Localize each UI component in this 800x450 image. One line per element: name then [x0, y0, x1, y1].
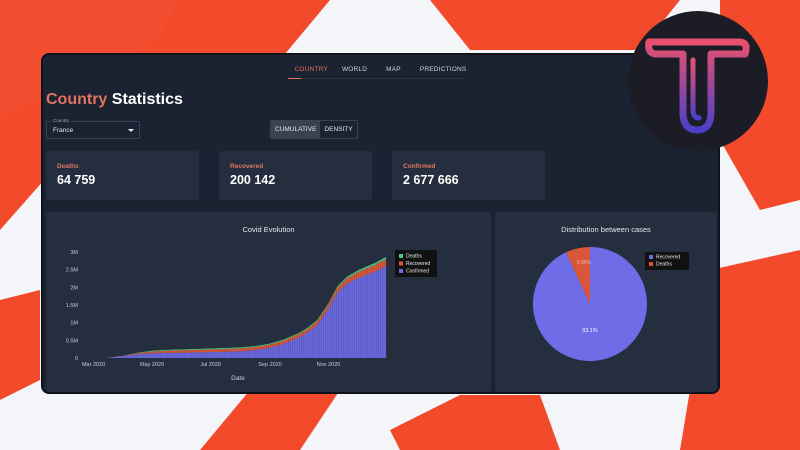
pie-label-recovered: 93.1% [582, 328, 598, 334]
area-mask [84, 242, 388, 358]
page-title-rest: Statistics [111, 91, 183, 108]
dashboard-window: COUNTRY WORLD MAP PREDICTIONS Country St… [41, 53, 720, 394]
stat-card-deaths: Deaths 64 759 [46, 151, 199, 200]
page-title-accent: Country [46, 91, 108, 108]
legend-swatch [649, 262, 653, 266]
tab-world[interactable]: WORLD [341, 66, 368, 73]
tab-country[interactable]: COUNTRY [287, 55, 335, 79]
x-tick-label: Nov 2020 [317, 362, 341, 368]
legend-swatch [399, 261, 403, 266]
legend-swatch [649, 255, 653, 259]
pie-label-deaths: 6.96% [577, 260, 592, 266]
country-select-value: France [53, 127, 74, 134]
view-toggle: CUMULATIVE DENSITY [270, 120, 358, 139]
tab-map[interactable]: MAP [386, 66, 401, 73]
distribution-chart-title: Distribution between cases [561, 225, 651, 234]
pie-slice-deaths [566, 247, 590, 304]
stat-label: Confirmed [403, 163, 436, 170]
stat-card-recovered: Recovered 200 142 [219, 151, 372, 200]
y-tick-label: 0.5M [66, 338, 79, 344]
chevron-down-icon[interactable] [128, 129, 134, 132]
legend-swatch [399, 269, 403, 273]
y-tick-label: 2.5M [66, 268, 79, 274]
legend-entry: Recovered [656, 255, 680, 261]
stat-label: Recovered [230, 163, 264, 170]
evolution-chart-title: Covid Evolution [242, 225, 295, 234]
toggle-cumulative[interactable]: CUMULATIVE [271, 121, 321, 138]
series-confirmed-area [88, 266, 387, 358]
nav-divider [301, 78, 464, 79]
legend-swatch [399, 254, 403, 258]
y-tick-label: 1.5M [66, 303, 79, 309]
stat-card-confirmed: Confirmed 2 677 666 [392, 151, 545, 200]
stat-value: 2 677 666 [403, 173, 459, 187]
x-tick-label: Sep 2020 [258, 362, 282, 368]
legend-entry: Deaths [406, 254, 422, 260]
x-tick-label: May 2020 [140, 362, 164, 368]
legend-entry: Deaths [656, 262, 672, 268]
t-logo-icon [628, 11, 768, 151]
stat-value: 200 142 [230, 173, 276, 187]
legend-entry: Recovered [406, 261, 430, 267]
y-tick-label: 0 [75, 356, 78, 362]
toggle-density[interactable]: DENSITY [324, 126, 353, 133]
series-recovered-area [88, 259, 387, 358]
evolution-chart: 0 0.5M 1M 1.5M 2M 2.5M 3M Mar 2020 May 2020 Jul 2… [66, 242, 437, 382]
legend-background [645, 252, 689, 270]
country-select[interactable]: Country France [46, 118, 140, 139]
stat-label: Deaths [57, 163, 79, 170]
tab-predictions[interactable]: PREDICTIONS [419, 66, 467, 73]
y-tick-label: 3M [70, 250, 78, 256]
distribution-panel: Distribution between cases 93.1% 6.96% Rec… [495, 212, 717, 392]
x-tick-label: Mar 2020 [82, 362, 105, 368]
page-title: Country Statistics [46, 91, 183, 109]
y-tick-label: 1M [70, 321, 78, 327]
stat-value: 64 759 [57, 173, 96, 187]
evolution-panel: Covid Evolution 0 0.5M 1M 1.5M 2M 2.5M 3M Mar 2… [46, 212, 491, 392]
legend-entry: Confirmed [406, 269, 429, 275]
x-axis-label: Date [231, 375, 245, 382]
country-select-label: Country [51, 118, 71, 123]
x-tick-label: Jul 2020 [200, 362, 221, 368]
y-tick-label: 2M [70, 285, 78, 291]
top-nav: COUNTRY WORLD MAP PREDICTIONS [43, 55, 718, 85]
